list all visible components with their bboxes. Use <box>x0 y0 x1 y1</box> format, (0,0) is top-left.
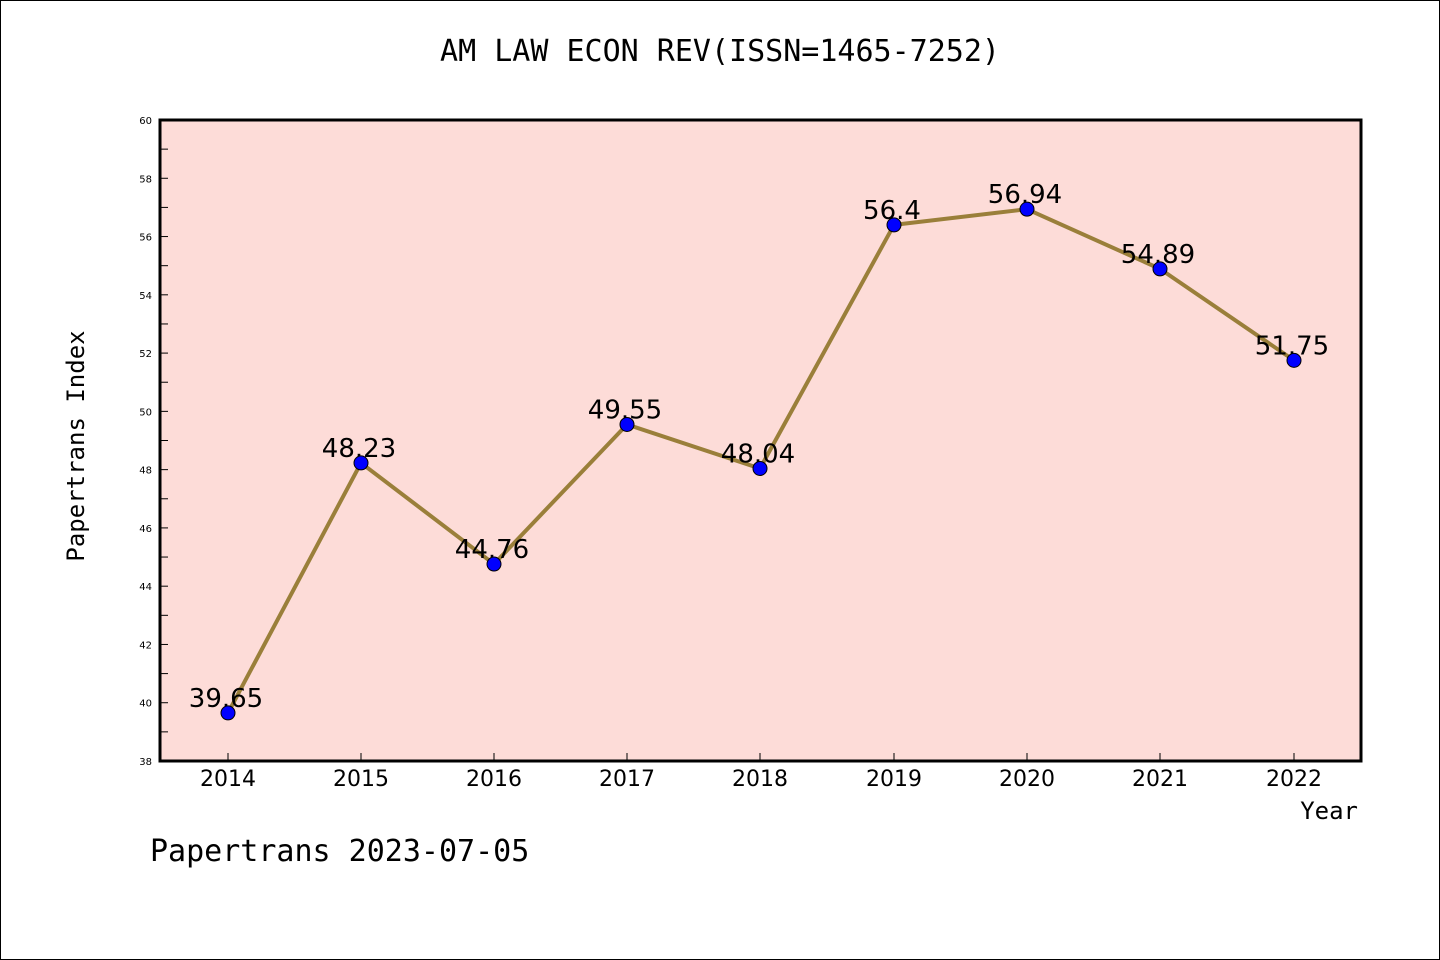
x-tick-label: 2015 <box>333 767 389 792</box>
data-point <box>1152 261 1168 277</box>
data-point <box>353 455 369 471</box>
y-tick-label: 44 <box>139 582 152 593</box>
data-point <box>752 460 768 476</box>
x-tick-label: 2022 <box>1266 767 1322 792</box>
x-tick-label: 2020 <box>999 767 1055 792</box>
y-tick-label: 46 <box>139 524 152 535</box>
data-point <box>220 705 236 721</box>
data-point <box>886 217 902 233</box>
y-tick-label: 48 <box>139 466 152 477</box>
y-tick-label: 56 <box>139 233 152 244</box>
plot-border <box>158 118 1363 763</box>
y-tick-label: 54 <box>139 291 152 302</box>
y-tick-label: 38 <box>139 757 152 768</box>
y-tick-label: 50 <box>139 407 152 418</box>
x-tick-label: 2014 <box>200 767 256 792</box>
plot-area <box>160 120 1361 761</box>
data-point <box>1019 201 1035 217</box>
y-tick-label: 42 <box>139 640 152 651</box>
data-point <box>619 416 635 432</box>
y-tick-label: 40 <box>139 699 152 710</box>
footer-credit: Papertrans 2023-07-05 <box>150 834 530 869</box>
chart-title: AM LAW ECON REV(ISSN=1465-7252) <box>440 34 1000 69</box>
x-tick-label: 2019 <box>866 767 922 792</box>
x-tick-label: 2017 <box>599 767 655 792</box>
y-tick-label: 52 <box>139 349 152 360</box>
x-axis-label: Year <box>1300 797 1358 825</box>
y-tick-label: 60 <box>139 116 152 127</box>
y-tick-label: 58 <box>139 174 152 185</box>
x-tick-label: 2018 <box>732 767 788 792</box>
data-point <box>486 556 502 572</box>
x-tick-label: 2021 <box>1132 767 1188 792</box>
x-tick-label: 2016 <box>466 767 522 792</box>
data-point <box>1286 352 1302 368</box>
